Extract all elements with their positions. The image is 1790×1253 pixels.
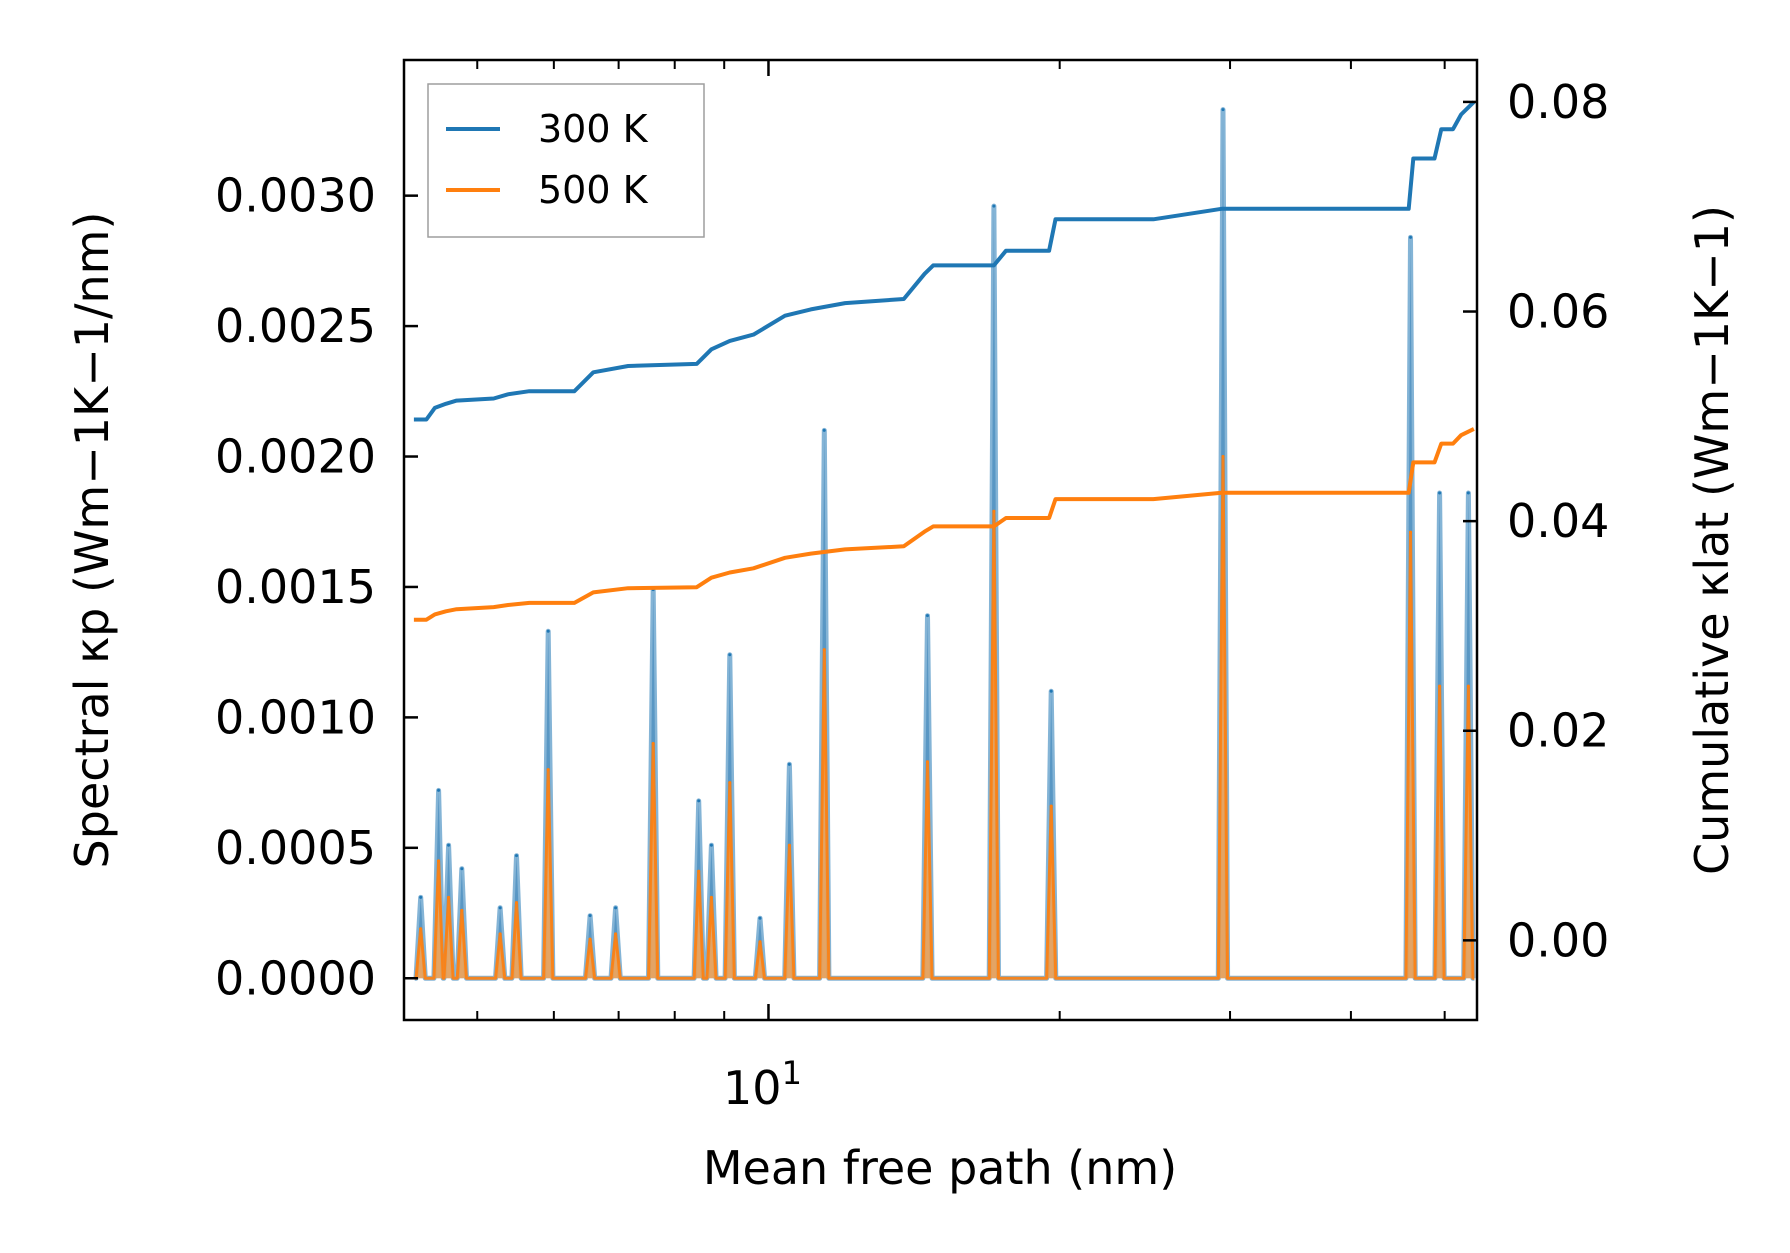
spectral-peak-300k bbox=[447, 843, 451, 847]
spectral-peak-300k bbox=[437, 788, 441, 792]
cumulative-line-500k bbox=[413, 427, 1475, 622]
spectral-peak-300k bbox=[1221, 108, 1225, 112]
spectral-peak-500k bbox=[447, 895, 451, 899]
y-right-tick-label: 0.02 bbox=[1507, 704, 1609, 758]
spectral-peak-300k bbox=[709, 843, 713, 847]
axis-ticks-layer: 0.0000 0.0005 0.0010 0.0015 0.0020 0.0025 0.00… bbox=[215, 60, 1609, 1115]
spectral-peak-500k bbox=[515, 901, 519, 905]
y-left-tick-label: 0.0010 bbox=[215, 690, 376, 744]
spectral-peak-500k bbox=[419, 927, 423, 931]
spectral-peak-300k bbox=[1409, 235, 1413, 239]
y-left-tick-label: 0.0005 bbox=[215, 821, 376, 875]
spectral-peak-500k bbox=[1466, 684, 1470, 688]
spectral-peak-300k bbox=[1438, 491, 1442, 495]
x-axis-label: Mean free path (nm) bbox=[703, 1141, 1177, 1195]
legend-label-500k: 500 K bbox=[538, 168, 649, 212]
y-axis-label-right: Cumulative κlat (Wm−1K−1) bbox=[1685, 205, 1739, 875]
spectral-peak-500k bbox=[992, 509, 996, 513]
spectral-peak-500k bbox=[758, 940, 762, 944]
spectral-peak-300k bbox=[419, 895, 423, 899]
spectral-peak-500k bbox=[1409, 530, 1413, 534]
spectral-peak-500k bbox=[498, 932, 502, 936]
spectral-peak-500k bbox=[1438, 684, 1442, 688]
y-right-tick-label: 0.04 bbox=[1507, 494, 1609, 548]
legend: 300 K 500 K bbox=[427, 83, 705, 238]
spectral-peak-500k bbox=[925, 760, 929, 764]
y-right-tick-label: 0.08 bbox=[1507, 75, 1609, 129]
x-tick-label: 101 bbox=[723, 1054, 802, 1115]
y-axis-label-left: Spectral κp (Wm−1K−1/nm) bbox=[65, 212, 119, 869]
y-left-tick-label: 0.0000 bbox=[215, 951, 376, 1005]
y-left-tick-label: 0.0025 bbox=[215, 299, 376, 353]
spectral-peak-300k bbox=[1049, 689, 1053, 693]
spectral-peak-300k bbox=[697, 799, 701, 803]
spectral-peak-300k bbox=[1466, 491, 1470, 495]
plot-area-frame bbox=[402, 58, 1479, 1022]
y-left-tick-label: 0.0030 bbox=[215, 169, 376, 223]
spectral-peak-500k bbox=[588, 937, 592, 941]
y-left-tick-label: 0.0020 bbox=[215, 430, 376, 484]
spectral-peak-500k bbox=[822, 648, 826, 652]
spectral-peak-500k bbox=[728, 781, 732, 785]
y-right-tick-label: 0.06 bbox=[1507, 285, 1609, 339]
spectral-peak-300k bbox=[728, 653, 732, 657]
spectral-peak-500k bbox=[1049, 804, 1053, 808]
spectral-peak-300k bbox=[758, 916, 762, 920]
cumulative-series-layer bbox=[413, 100, 1476, 622]
spectral-peak-500k bbox=[437, 859, 441, 863]
spectral-peak-300k bbox=[787, 762, 791, 766]
spectral-peak-300k bbox=[925, 614, 929, 618]
cumulative-line-300k bbox=[413, 100, 1476, 422]
spectral-peak-300k bbox=[992, 204, 996, 208]
spectral-peak-500k bbox=[546, 768, 550, 772]
legend-box bbox=[427, 83, 705, 238]
y-right-tick-label: 0.00 bbox=[1507, 913, 1609, 967]
spectral-peak-500k bbox=[787, 843, 791, 847]
spectral-peak-300k bbox=[515, 854, 519, 858]
spectral-peak-300k bbox=[460, 867, 464, 871]
spectral-peak-300k bbox=[498, 906, 502, 910]
spectral-peak-300k bbox=[822, 428, 826, 432]
spectral-peak-500k bbox=[651, 741, 655, 745]
spectral-peak-300k bbox=[546, 629, 550, 633]
spectral-peak-500k bbox=[709, 895, 713, 899]
legend-label-300k: 300 K bbox=[538, 107, 649, 151]
spectral-peak-500k bbox=[460, 908, 464, 912]
spectral-series-layer bbox=[413, 107, 1476, 981]
y-left-tick-label: 0.0015 bbox=[215, 560, 376, 614]
spectral-peak-300k bbox=[614, 906, 618, 910]
spectral-peak-300k bbox=[588, 914, 592, 918]
spectral-peak-500k bbox=[697, 869, 701, 873]
spectral-peak-500k bbox=[1221, 455, 1225, 459]
spectral-peak-500k bbox=[614, 932, 618, 936]
